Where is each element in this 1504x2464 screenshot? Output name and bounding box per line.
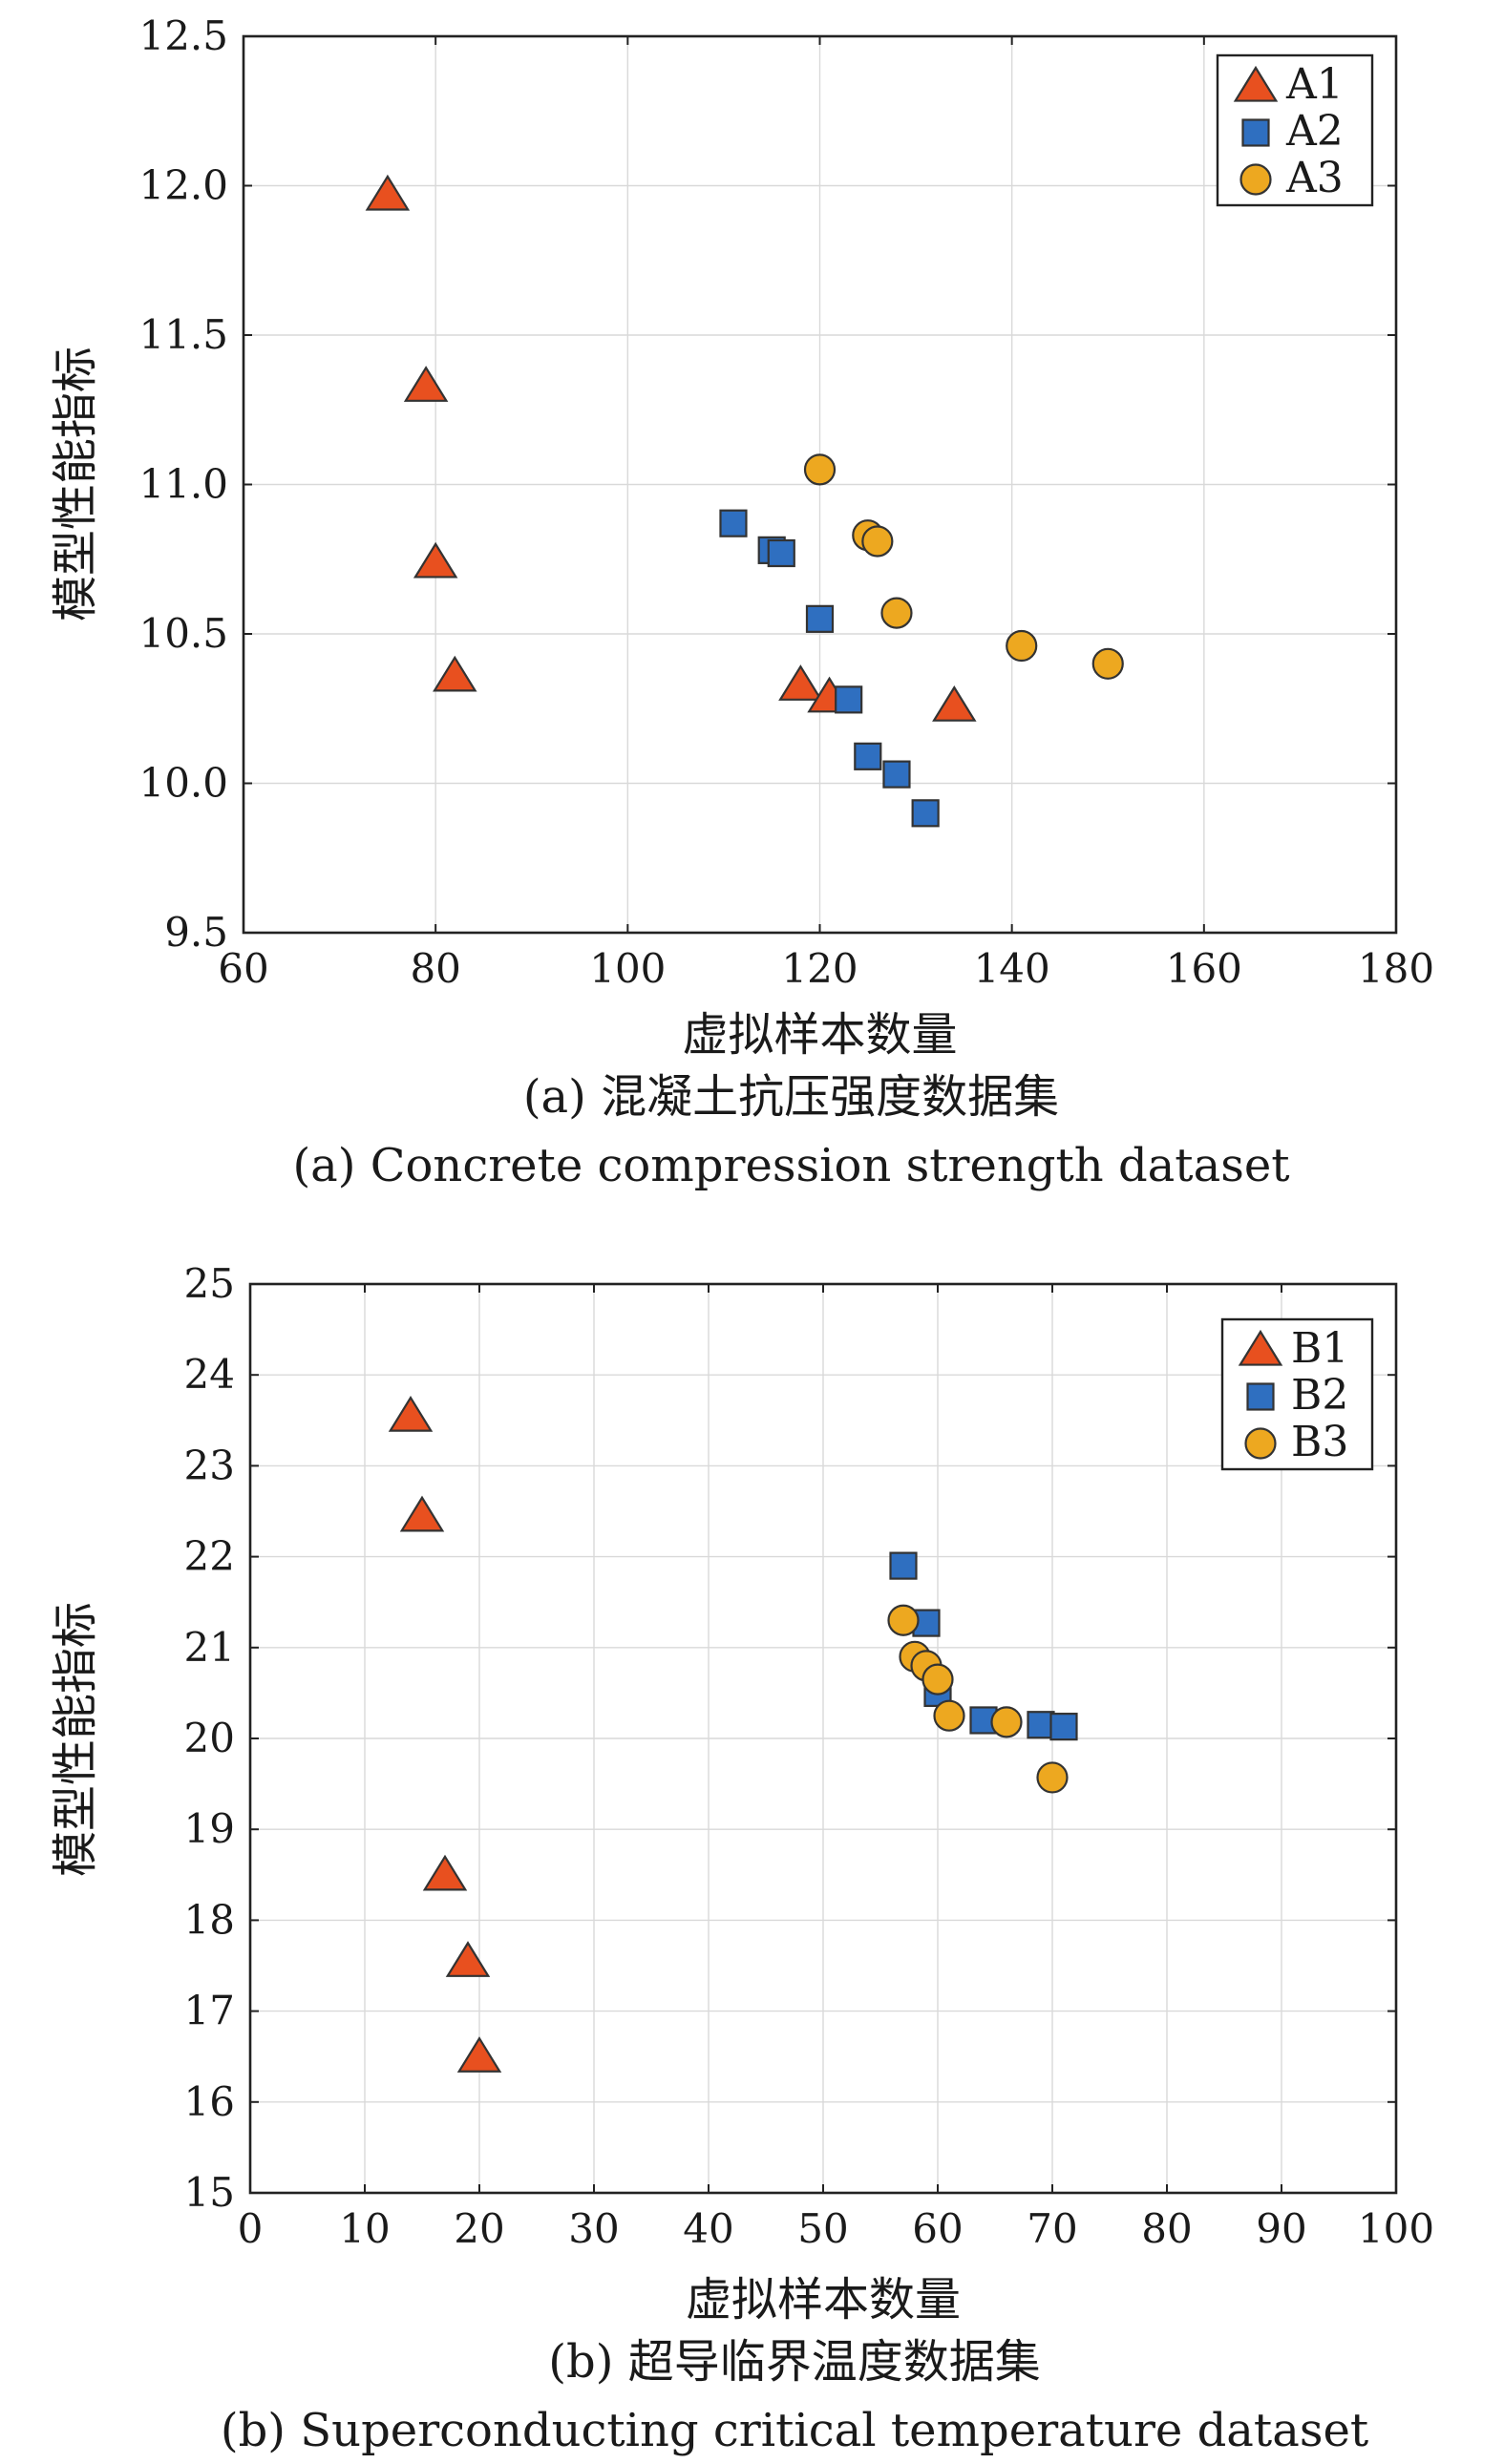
point-B3: [921, 1663, 954, 1695]
legend-marker-B3: [1244, 1427, 1277, 1460]
x-tick-label: 0: [238, 2205, 264, 2252]
legend-marker-A2: [1241, 118, 1270, 147]
point-B3: [1036, 1761, 1069, 1794]
y-tick-label: 24: [184, 1351, 235, 1398]
y-tick-label: 12.5: [138, 12, 228, 59]
point-A2: [854, 742, 882, 770]
point-B1: [456, 2036, 502, 2073]
legend-label-B2: B2: [1291, 1371, 1348, 1420]
x-tick-label: 100: [589, 945, 666, 992]
x-tick-label: 30: [568, 2205, 619, 2252]
x-tick-label: 60: [912, 2205, 963, 2252]
point-A3: [1091, 647, 1124, 680]
series-B1: [388, 1395, 502, 2073]
x-tick-label: 140: [974, 945, 1050, 992]
y-tick-label: 23: [184, 1442, 235, 1488]
point-A1: [932, 685, 977, 722]
point-B2: [889, 1551, 918, 1580]
point-A1: [413, 541, 458, 579]
point-A1: [433, 655, 477, 692]
legend-label-B3: B3: [1291, 1418, 1348, 1466]
point-A1: [778, 664, 823, 701]
caption-english: (a) Concrete compression strength datase…: [292, 1139, 1289, 1192]
legend-marker-A3: [1239, 163, 1272, 196]
y-tick-label: 18: [184, 1896, 235, 1943]
point-A2: [835, 685, 863, 714]
y-tick-label: 11.5: [138, 311, 228, 358]
point-A2: [805, 604, 835, 633]
y-tick-label: 10.0: [138, 760, 228, 807]
point-B3: [887, 1604, 920, 1636]
x-tick-label: 80: [1141, 2205, 1192, 2252]
point-B1: [422, 1854, 468, 1891]
x-tick-label: 70: [1027, 2205, 1077, 2252]
series-A2: [719, 509, 940, 828]
x-tick-label: 160: [1166, 945, 1242, 992]
point-A3: [803, 453, 837, 486]
y-tick-label: 12.0: [138, 162, 228, 209]
x-tick-label: 100: [1358, 2205, 1434, 2252]
legend-marker-B1: [1238, 1329, 1283, 1366]
y-axis-label: 模型性能指标: [49, 1602, 102, 1877]
y-axis-label: 模型性能指标: [49, 347, 102, 621]
point-A3: [880, 597, 913, 629]
point-B1: [445, 1941, 491, 1977]
point-A2: [911, 799, 940, 828]
x-tick-label: 10: [339, 2205, 390, 2252]
point-A1: [403, 366, 449, 402]
y-tick-label: 17: [184, 1988, 235, 2034]
point-A2: [767, 538, 795, 568]
series-A1: [365, 174, 977, 722]
y-tick-label: 11.0: [138, 461, 228, 508]
legend-label-A2: A2: [1285, 107, 1344, 156]
series-A3: [803, 453, 1124, 680]
x-axis-label: 虚拟样本数量: [682, 1008, 957, 1062]
caption-english: (b) Superconducting critical temperature…: [221, 2404, 1368, 2457]
caption-chinese: (a) 混凝土抗压强度数据集: [523, 1070, 1059, 1124]
x-tick-label: 60: [218, 945, 268, 992]
point-A3: [1006, 629, 1038, 663]
point-A1: [365, 174, 411, 211]
legend-label-A3: A3: [1285, 154, 1344, 202]
point-B1: [399, 1495, 445, 1532]
caption-chinese: (b) 超导临界温度数据集: [548, 2335, 1040, 2389]
point-A2: [719, 509, 748, 537]
x-tick-label: 40: [683, 2205, 733, 2252]
series-B3: [887, 1604, 1069, 1794]
point-B3: [990, 1706, 1023, 1738]
point-B2: [1049, 1713, 1078, 1741]
y-tick-label: 9.5: [164, 909, 228, 956]
x-tick-label: 90: [1256, 2205, 1306, 2252]
legend-label-B1: B1: [1291, 1324, 1348, 1373]
y-tick-label: 25: [184, 1260, 235, 1307]
y-tick-label: 19: [184, 1805, 235, 1852]
point-B3: [933, 1699, 965, 1732]
point-A3: [861, 525, 894, 558]
legend-marker-A1: [1233, 65, 1279, 102]
legend-marker-B2: [1246, 1382, 1275, 1411]
chart-b: 0 10 20 30 40 50 60 70 80 90 100 15 16 17 18 19 20 21 22 23…: [49, 1260, 1434, 2457]
y-tick-label: 22: [184, 1533, 235, 1580]
y-tick-label: 21: [184, 1624, 235, 1671]
legend-label-A1: A1: [1285, 60, 1344, 109]
x-tick-label: 180: [1358, 945, 1434, 992]
x-tick-label: 80: [410, 945, 460, 992]
x-axis-label: 虚拟样本数量: [686, 2273, 961, 2327]
x-tick-label: 120: [781, 945, 858, 992]
point-B2: [1027, 1711, 1055, 1739]
chart-a: 60 80 100 120 140 160 180 9.5 10.0 10.5 11.0 11.5 12…: [49, 12, 1434, 1192]
x-tick-label: 20: [454, 2205, 504, 2252]
y-tick-label: 15: [184, 2169, 235, 2216]
point-A2: [882, 760, 911, 789]
y-tick-label: 10.5: [138, 610, 228, 657]
y-tick-label: 20: [184, 1715, 235, 1761]
x-tick-label: 50: [797, 2205, 848, 2252]
point-B1: [388, 1395, 434, 1432]
y-tick-label: 16: [184, 2078, 235, 2125]
